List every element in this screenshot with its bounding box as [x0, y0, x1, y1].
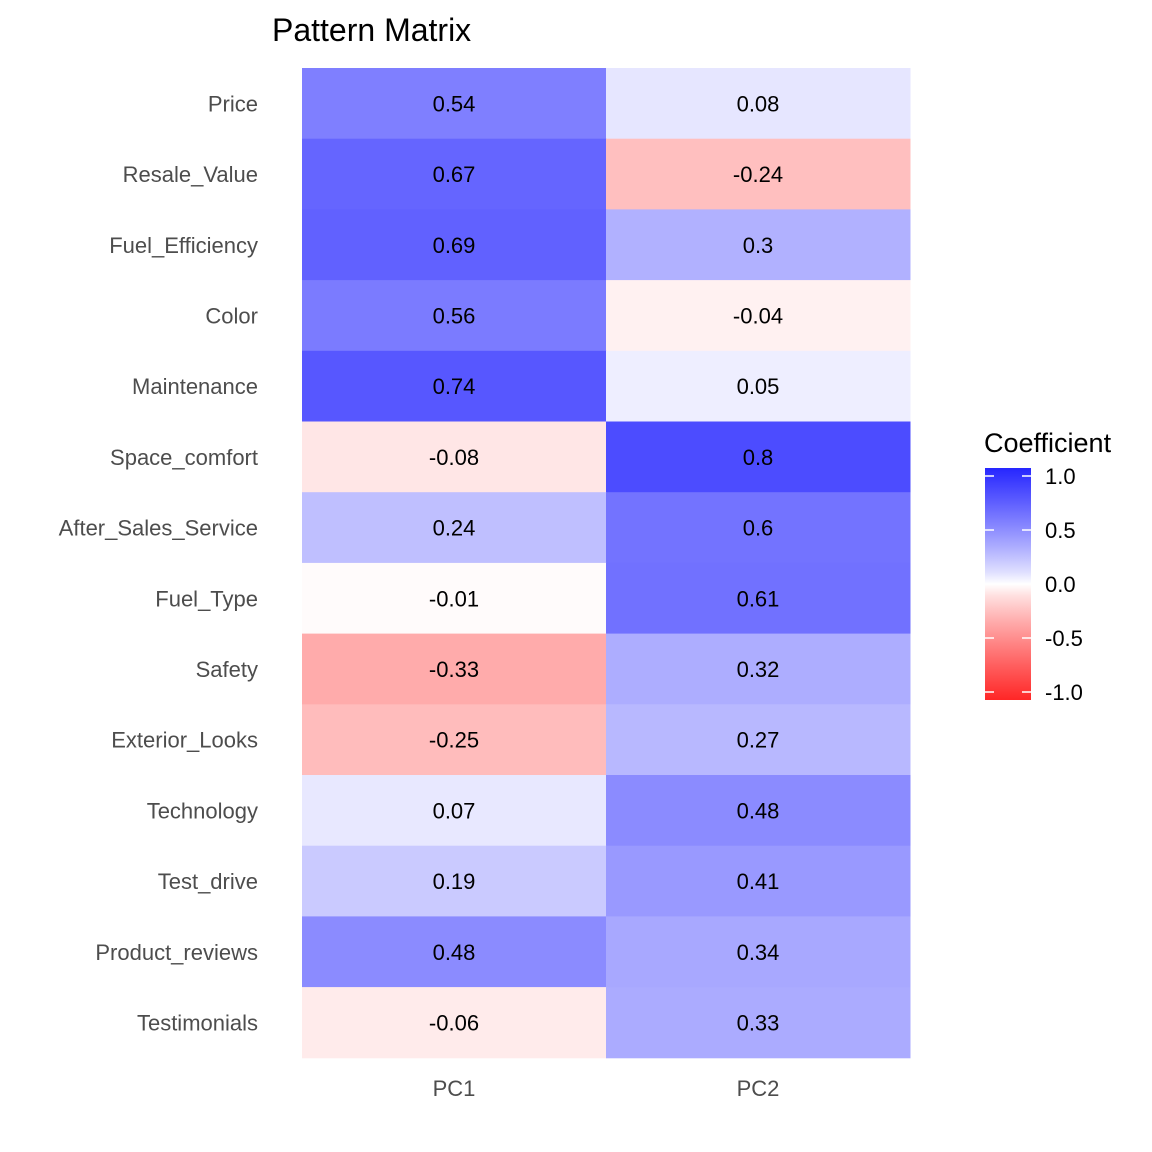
- heatmap-cell: [606, 704, 911, 776]
- column-label: PC2: [737, 1076, 780, 1101]
- row-label: After_Sales_Service: [59, 516, 258, 541]
- row-label: Product_reviews: [95, 940, 258, 965]
- cell-value-label: -0.08: [429, 445, 479, 470]
- cell-value-label: 0.3: [743, 233, 774, 258]
- legend-tick-label: -0.5: [1045, 626, 1083, 651]
- heatmap-cell: [606, 987, 911, 1059]
- heatmap-cell: [606, 845, 911, 917]
- row-label: Fuel_Efficiency: [109, 233, 258, 258]
- legend-tick-label: 1.0: [1045, 464, 1076, 489]
- cell-value-label: 0.48: [433, 940, 476, 965]
- cell-value-label: -0.06: [429, 1010, 479, 1035]
- row-label: Resale_Value: [123, 162, 258, 187]
- legend-tick-label: 0.0: [1045, 572, 1076, 597]
- cell-value-label: -0.25: [429, 728, 479, 753]
- row-label: Safety: [196, 657, 258, 682]
- column-label: PC1: [433, 1076, 476, 1101]
- heatmap-cell: [302, 209, 607, 281]
- row-label: Color: [205, 303, 258, 328]
- heatmap-cell: [606, 421, 911, 493]
- cell-value-label: 0.27: [737, 728, 780, 753]
- cell-value-label: 0.61: [737, 586, 780, 611]
- column-labels: PC1 PC2: [433, 1076, 780, 1101]
- heatmap-cell: [606, 138, 911, 210]
- heatmap-cell: [606, 633, 911, 705]
- cell-value-label: 0.69: [433, 233, 476, 258]
- heatmap-cell: [302, 68, 607, 140]
- heatmap-cell: [606, 280, 911, 352]
- chart-title: Pattern Matrix: [272, 12, 471, 48]
- row-label: Fuel_Type: [155, 586, 258, 611]
- heatmap-cell: [302, 492, 607, 564]
- cell-value-label: 0.54: [433, 91, 476, 116]
- cell-value-label: 0.24: [433, 516, 476, 541]
- heatmap-cell: [606, 492, 911, 564]
- heatmap-cells: 0.54 0.08 0.67 -0.24 0.69 0.3 0.56 -0.04 0.74 0.0…: [302, 68, 911, 1059]
- heatmap-cell: [302, 280, 607, 352]
- heatmap-cell: [302, 138, 607, 210]
- cell-value-label: 0.48: [737, 798, 780, 823]
- row-label: Technology: [147, 798, 258, 823]
- cell-value-label: 0.19: [433, 869, 476, 894]
- cell-value-label: -0.24: [733, 162, 783, 187]
- cell-value-label: 0.07: [433, 798, 476, 823]
- cell-value-label: 0.05: [737, 374, 780, 399]
- cell-value-label: 0.34: [737, 940, 780, 965]
- heatmap-cell: [302, 987, 607, 1059]
- heatmap-cell: [302, 775, 607, 847]
- row-label: Price: [208, 91, 258, 116]
- cell-value-label: 0.33: [737, 1010, 780, 1035]
- cell-value-label: 0.08: [737, 91, 780, 116]
- heatmap-cell: [606, 775, 911, 847]
- row-labels: Price Resale_Value Fuel_Efficiency Color Mai…: [59, 91, 258, 1035]
- row-label: Space_comfort: [110, 445, 258, 470]
- heatmap-cell: [302, 916, 607, 988]
- legend-ticks: 1.0 0.5 0.0 -0.5 -1.0: [985, 464, 1083, 705]
- cell-value-label: 0.32: [737, 657, 780, 682]
- row-label: Exterior_Looks: [111, 728, 258, 753]
- legend-tick-label: 0.5: [1045, 518, 1076, 543]
- heatmap-cell: [302, 633, 607, 705]
- heatmap-cell: [606, 350, 911, 422]
- cell-value-label: -0.01: [429, 586, 479, 611]
- cell-value-label: 0.67: [433, 162, 476, 187]
- legend: Coefficient 1.0 0.5 0.0 -0.5 -1.0: [984, 428, 1112, 705]
- row-label: Testimonials: [137, 1010, 258, 1035]
- row-label: Maintenance: [132, 374, 258, 399]
- legend-tick-label: -1.0: [1045, 680, 1083, 705]
- heatmap-cell: [606, 562, 911, 635]
- cell-value-label: -0.33: [429, 657, 479, 682]
- heatmap-cell: [606, 209, 911, 281]
- heatmap-cell: [302, 350, 607, 422]
- heatmap-cell: [302, 845, 607, 917]
- heatmap-cell: [606, 916, 911, 988]
- cell-value-label: -0.04: [733, 303, 783, 328]
- heatmap-cell: [302, 421, 607, 493]
- cell-value-label: 0.8: [743, 445, 774, 470]
- cell-value-label: 0.74: [433, 374, 476, 399]
- heatmap-cell: [606, 68, 911, 140]
- cell-value-label: 0.41: [737, 869, 780, 894]
- heatmap-cell: [302, 562, 607, 635]
- row-label: Test_drive: [158, 869, 258, 894]
- cell-value-label: 0.56: [433, 303, 476, 328]
- legend-title: Coefficient: [984, 428, 1112, 458]
- cell-value-label: 0.6: [743, 516, 774, 541]
- heatmap-cell: [302, 704, 607, 776]
